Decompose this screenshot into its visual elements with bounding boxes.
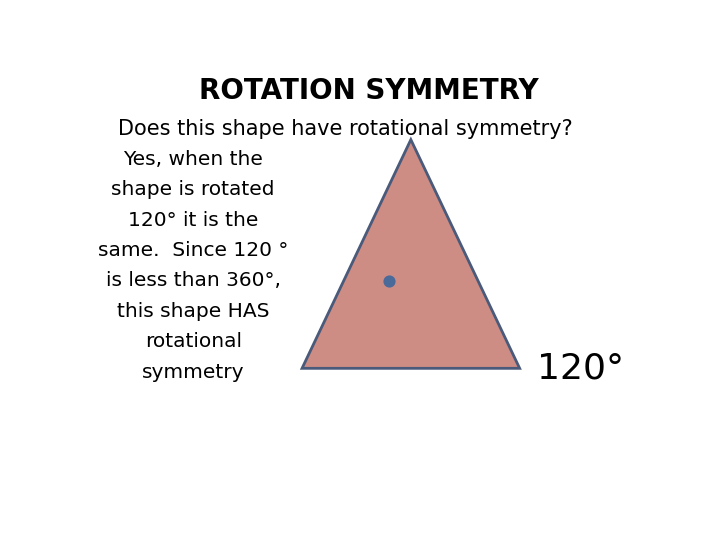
Text: Does this shape have rotational symmetry?: Does this shape have rotational symmetry… [118, 119, 572, 139]
Text: rotational: rotational [145, 332, 242, 351]
Polygon shape [302, 140, 520, 368]
Text: 120° it is the: 120° it is the [128, 211, 258, 229]
Text: 120°: 120° [537, 352, 625, 386]
Text: ROTATION SYMMETRY: ROTATION SYMMETRY [199, 77, 539, 105]
Text: same.  Since 120 °: same. Since 120 ° [98, 241, 289, 260]
Point [383, 276, 395, 285]
Text: is less than 360°,: is less than 360°, [106, 272, 281, 291]
Text: this shape HAS: this shape HAS [117, 302, 269, 321]
Text: Yes, when the: Yes, when the [123, 150, 264, 169]
Text: symmetry: symmetry [142, 362, 245, 382]
Text: shape is rotated: shape is rotated [112, 180, 275, 199]
